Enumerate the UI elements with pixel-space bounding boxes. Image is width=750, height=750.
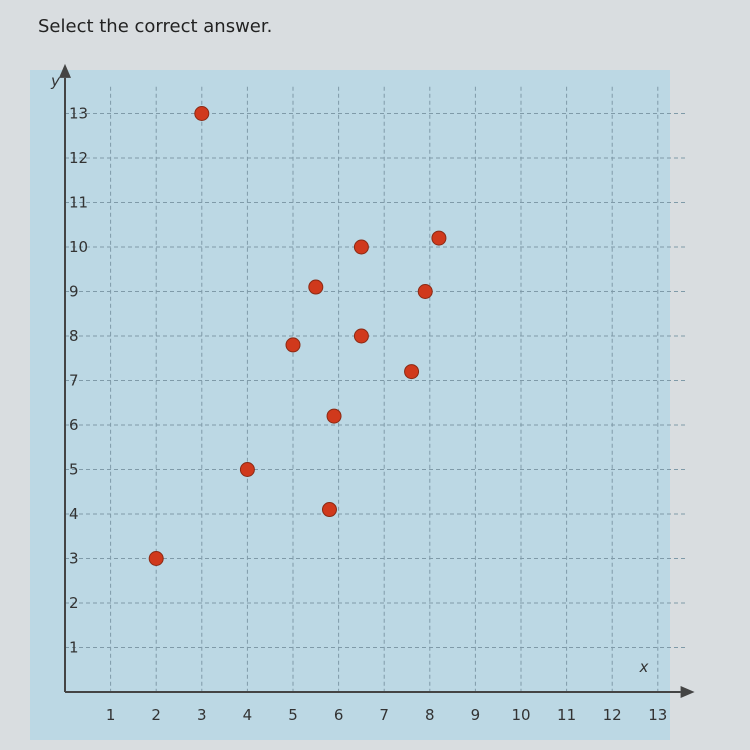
x-tick-label: 4	[243, 706, 253, 724]
data-point	[194, 106, 210, 121]
data-point	[308, 279, 324, 295]
data-point	[417, 284, 433, 299]
y-tick-label: 2	[69, 594, 79, 612]
x-tick-label: 11	[557, 706, 576, 724]
y-tick-label: 9	[69, 283, 79, 301]
data-point	[353, 239, 369, 255]
x-tick-label: 8	[425, 706, 435, 724]
x-axis-label: x	[639, 658, 649, 676]
y-tick-label: 4	[69, 505, 79, 523]
data-point	[239, 462, 255, 477]
x-tick-label: 6	[334, 706, 344, 724]
data-point	[326, 408, 342, 424]
data-point	[353, 328, 369, 344]
x-tick-label: 9	[471, 706, 481, 724]
chart-panel	[30, 70, 670, 740]
data-point	[148, 551, 164, 566]
x-tick-label: 1	[106, 706, 116, 724]
y-tick-label: 1	[69, 639, 79, 657]
x-tick-label: 13	[648, 706, 667, 724]
x-tick-label: 12	[603, 706, 622, 724]
y-tick-label: 6	[69, 416, 79, 434]
x-tick-label: 2	[151, 706, 161, 724]
x-tick-label: 5	[288, 706, 298, 724]
data-point	[431, 230, 447, 246]
data-point	[285, 337, 301, 353]
data-point	[321, 502, 337, 518]
y-tick-label: 3	[69, 550, 79, 568]
y-axis-label: y	[50, 72, 61, 90]
y-tick-label: 12	[69, 149, 88, 167]
y-tick-label: 5	[69, 461, 79, 479]
y-tick-label: 8	[69, 327, 79, 345]
y-tick-label: 10	[69, 238, 88, 256]
x-tick-label: 3	[197, 706, 207, 724]
y-tick-label: 13	[69, 105, 88, 123]
data-point	[404, 364, 420, 380]
y-tick-label: 7	[69, 372, 79, 390]
x-axis-arrow	[680, 686, 695, 698]
question-prompt: Select the correct answer.	[38, 16, 273, 37]
x-tick-label: 7	[379, 706, 389, 724]
x-tick-label: 10	[511, 706, 530, 724]
y-axis-arrow	[59, 63, 71, 78]
y-tick-label: 11	[69, 194, 88, 212]
